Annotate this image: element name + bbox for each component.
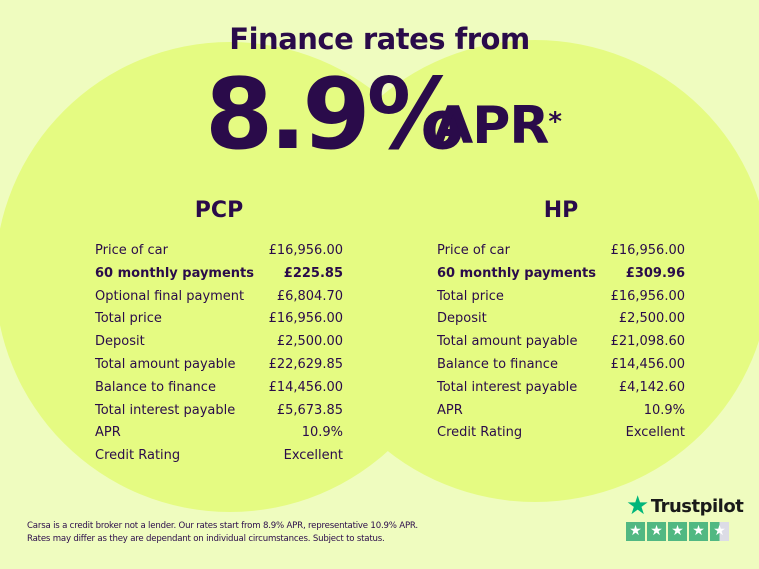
table-row: 60 monthly payments £225.85	[95, 263, 343, 286]
apr-label: APR	[433, 96, 549, 156]
row-value: 10.9%	[643, 402, 685, 418]
row-label: 60 monthly payments	[437, 265, 596, 281]
table-row: Total interest payable £5,673.85	[95, 400, 343, 423]
table-row: Deposit £2,500.00	[95, 331, 343, 354]
row-value: £16,956.00	[610, 288, 685, 304]
table-row: Deposit £2,500.00	[437, 308, 685, 331]
table-row: Balance to finance £14,456.00	[437, 354, 685, 377]
table-row: Total amount payable £21,098.60	[437, 331, 685, 354]
pcp-title: PCP	[194, 198, 244, 223]
table-row: Price of car £16,956.00	[437, 240, 685, 263]
trustpilot-logo-text: Trustpilot	[650, 495, 744, 517]
row-value: £14,456.00	[610, 356, 685, 372]
row-label: Total amount payable	[437, 334, 578, 350]
table-row: Total price £16,956.00	[95, 308, 343, 331]
row-label: Credit Rating	[437, 425, 523, 441]
hp-title: HP	[543, 198, 579, 223]
row-label: Credit Rating	[95, 448, 181, 464]
row-value: £309.96	[625, 265, 685, 281]
table-row: Price of car £16,956.00	[95, 240, 343, 263]
star-icon: ★	[668, 522, 687, 541]
row-value: £16,956.00	[610, 243, 685, 258]
trustpilot-rating: ★ ★ ★ ★ ★	[626, 522, 743, 541]
row-value: £2,500.00	[618, 311, 685, 327]
row-value: £14,456.00	[268, 379, 343, 395]
row-label: Price of car	[437, 243, 510, 258]
row-value: Excellent	[283, 448, 343, 464]
table-row: Credit Rating Excellent	[437, 422, 685, 445]
row-value: £21,098.60	[610, 334, 685, 350]
row-value: £6,804.70	[276, 288, 343, 304]
row-value: Excellent	[625, 425, 685, 441]
headline-apr: APR*	[433, 96, 562, 156]
row-label: Total interest payable	[95, 402, 236, 418]
trustpilot-badge: ★ Trustpilot ★ ★ ★ ★ ★	[626, 491, 744, 541]
row-value: £4,142.60	[618, 379, 685, 395]
headline: Finance rates from	[229, 22, 530, 56]
row-value: £225.85	[283, 265, 343, 281]
row-label: 60 monthly payments	[95, 265, 254, 281]
star-icon: ★	[626, 522, 645, 541]
table-row: Credit Rating Excellent	[95, 445, 343, 468]
row-value: £16,956.00	[268, 311, 343, 327]
pcp-table: PCP Price of car £16,956.00 60 monthly pay…	[95, 198, 343, 468]
table-row: Total price £16,956.00	[437, 286, 685, 309]
table-row: Optional final payment £6,804.70	[95, 286, 343, 309]
table-row: 60 monthly payments £309.96	[437, 263, 685, 286]
disclaimer-line: Carsa is a credit broker not a lender. O…	[27, 521, 418, 531]
row-label: APR	[95, 425, 121, 441]
row-label: Total price	[95, 311, 162, 327]
table-row: Total amount payable £22,629.85	[95, 354, 343, 377]
apr-asterisk: *	[548, 107, 562, 137]
table-row: Balance to finance £14,456.00	[95, 377, 343, 400]
row-label: Total interest payable	[437, 379, 578, 395]
decorative-circle-right	[300, 40, 759, 502]
hp-table: HP Price of car £16,956.00 60 monthly paym…	[437, 198, 685, 445]
disclaimer-line: Rates may differ as they are dependant o…	[27, 534, 385, 544]
row-label: Deposit	[95, 334, 145, 350]
row-label: Optional final payment	[95, 288, 245, 304]
disclaimer: Carsa is a credit broker not a lender. O…	[27, 520, 418, 546]
row-value: £5,673.85	[276, 402, 343, 418]
star-icon: ★	[689, 522, 708, 541]
table-row: APR 10.9%	[95, 422, 343, 445]
row-label: Deposit	[437, 311, 487, 327]
star-icon: ★	[647, 522, 666, 541]
row-value: £16,956.00	[268, 243, 343, 258]
row-label: Balance to finance	[95, 379, 216, 395]
table-row: Total interest payable £4,142.60	[437, 377, 685, 400]
row-value: £2,500.00	[276, 334, 343, 350]
row-label: Total price	[437, 288, 504, 304]
half-star-icon: ★	[710, 522, 729, 541]
row-value: £22,629.85	[268, 356, 343, 372]
row-label: APR	[437, 402, 463, 418]
table-row: APR 10.9%	[437, 400, 685, 423]
row-label: Total amount payable	[95, 356, 236, 372]
row-label: Price of car	[95, 243, 168, 258]
row-value: 10.9%	[301, 425, 343, 441]
star-icon: ★	[626, 491, 649, 521]
headline-rate: 8.9%	[205, 58, 465, 172]
row-label: Balance to finance	[437, 356, 558, 372]
